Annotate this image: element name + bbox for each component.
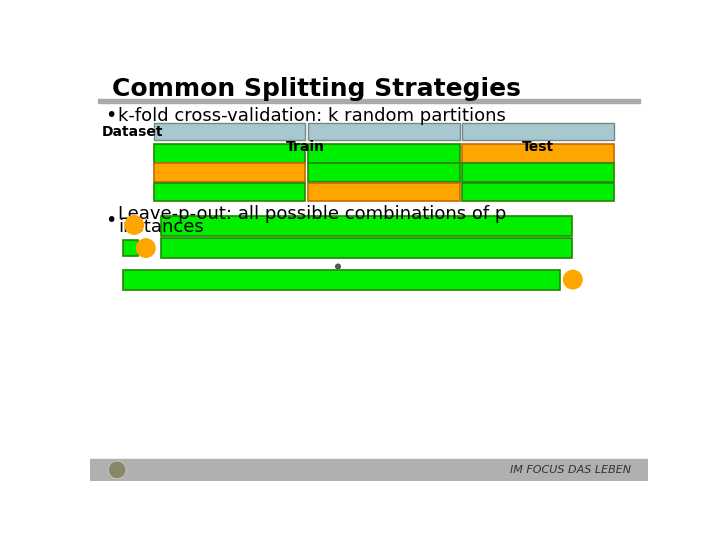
Circle shape: [336, 264, 341, 269]
Bar: [122, 240, 138, 256]
Text: Train: Train: [286, 140, 325, 154]
Circle shape: [125, 215, 143, 234]
Bar: [307, 183, 459, 201]
Text: Dataset: Dataset: [102, 125, 163, 139]
Bar: [462, 144, 614, 163]
Bar: [153, 144, 305, 163]
Bar: [161, 238, 572, 258]
Text: IM FOCUS DAS LEBEN: IM FOCUS DAS LEBEN: [510, 465, 631, 475]
Bar: [307, 123, 459, 140]
Circle shape: [564, 271, 582, 289]
Circle shape: [109, 462, 125, 477]
Text: k-fold cross-validation: k random partitions: k-fold cross-validation: k random partit…: [118, 106, 505, 125]
Bar: [153, 183, 305, 201]
Bar: [90, 459, 648, 481]
Circle shape: [137, 239, 155, 257]
Bar: [462, 183, 614, 201]
Bar: [161, 215, 572, 236]
Text: Common Splitting Strategies: Common Splitting Strategies: [112, 77, 521, 102]
Text: •: •: [106, 106, 117, 125]
Text: •: •: [106, 211, 117, 230]
Bar: [462, 164, 614, 182]
Bar: [153, 123, 305, 140]
Bar: [153, 164, 305, 182]
Text: Test: Test: [522, 140, 554, 154]
Text: instances: instances: [118, 218, 204, 235]
Text: Leave-p-out: all possible combinations of p: Leave-p-out: all possible combinations o…: [118, 205, 506, 223]
Circle shape: [336, 278, 341, 283]
Circle shape: [109, 461, 126, 478]
Bar: [462, 123, 614, 140]
Bar: [307, 144, 459, 163]
Bar: [122, 269, 560, 289]
Circle shape: [336, 271, 341, 276]
Bar: [307, 164, 459, 182]
Bar: [98, 99, 640, 103]
